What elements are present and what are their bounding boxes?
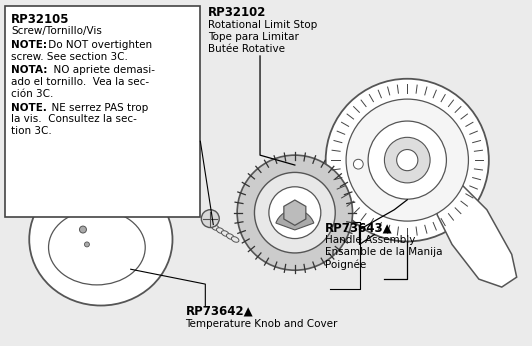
Ellipse shape xyxy=(48,210,145,285)
Ellipse shape xyxy=(227,234,234,239)
Ellipse shape xyxy=(100,160,122,192)
Circle shape xyxy=(397,149,418,171)
Text: Rotational Limit Stop: Rotational Limit Stop xyxy=(209,20,318,30)
Ellipse shape xyxy=(217,228,224,233)
Circle shape xyxy=(254,172,335,253)
Text: NOTE.: NOTE. xyxy=(11,102,47,112)
Text: RP73642▲: RP73642▲ xyxy=(186,305,253,318)
Circle shape xyxy=(353,159,363,169)
Text: NOTA:: NOTA: xyxy=(11,65,48,75)
Circle shape xyxy=(368,121,446,199)
Text: Do NOT overtighten: Do NOT overtighten xyxy=(45,40,152,50)
Text: ción 3C.: ción 3C. xyxy=(11,89,54,99)
Text: NOTE:: NOTE: xyxy=(11,40,47,50)
Ellipse shape xyxy=(212,225,219,230)
Ellipse shape xyxy=(221,231,229,236)
Circle shape xyxy=(346,99,469,221)
Circle shape xyxy=(237,155,353,270)
Text: NO apriete demasi-: NO apriete demasi- xyxy=(47,65,155,75)
Text: la vis.  Consultez la sec-: la vis. Consultez la sec- xyxy=(11,115,137,125)
Ellipse shape xyxy=(29,173,172,306)
Text: RP32102: RP32102 xyxy=(209,6,267,19)
Circle shape xyxy=(385,137,430,183)
Circle shape xyxy=(326,79,489,242)
Text: Poignée: Poignée xyxy=(325,259,366,270)
Text: Temperature Knob and Cover: Temperature Knob and Cover xyxy=(186,319,338,329)
Text: NE serrez PAS trop: NE serrez PAS trop xyxy=(45,102,148,112)
Text: Butée Rotative: Butée Rotative xyxy=(209,44,285,54)
Circle shape xyxy=(85,242,89,247)
Ellipse shape xyxy=(231,237,239,242)
Circle shape xyxy=(269,187,321,239)
Text: RP73643▲: RP73643▲ xyxy=(325,221,392,235)
Circle shape xyxy=(201,210,219,228)
Text: Handle Assembly: Handle Assembly xyxy=(325,236,415,246)
Wedge shape xyxy=(276,210,314,230)
Text: Tope para Limitar: Tope para Limitar xyxy=(209,32,299,42)
Polygon shape xyxy=(437,185,517,287)
Text: screw. See section 3C.: screw. See section 3C. xyxy=(11,52,128,62)
Text: tion 3C.: tion 3C. xyxy=(11,126,52,136)
Circle shape xyxy=(79,226,86,233)
Text: RP32105: RP32105 xyxy=(11,13,70,26)
Text: Screw/Tornillo/Vis: Screw/Tornillo/Vis xyxy=(11,26,102,36)
Text: Ensamble de la Manija: Ensamble de la Manija xyxy=(325,247,442,257)
Polygon shape xyxy=(284,200,306,225)
Text: ado el tornillo.  Vea la sec-: ado el tornillo. Vea la sec- xyxy=(11,77,149,87)
FancyBboxPatch shape xyxy=(5,6,201,217)
